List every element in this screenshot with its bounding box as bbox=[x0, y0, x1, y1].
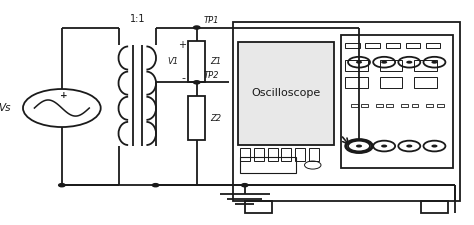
Circle shape bbox=[59, 184, 65, 187]
Text: Z1: Z1 bbox=[210, 57, 221, 66]
Bar bbox=[380, 60, 402, 71]
Text: -: - bbox=[182, 73, 186, 83]
Circle shape bbox=[242, 184, 248, 187]
Bar bbox=[345, 77, 368, 88]
Circle shape bbox=[356, 61, 362, 64]
Text: +: + bbox=[178, 40, 186, 50]
Bar bbox=[411, 104, 419, 107]
Bar bbox=[240, 148, 250, 161]
Bar bbox=[309, 148, 319, 161]
Text: V1: V1 bbox=[168, 57, 179, 66]
Bar bbox=[351, 104, 358, 107]
Bar bbox=[345, 43, 360, 48]
Text: TP2: TP2 bbox=[203, 71, 219, 80]
Text: +: + bbox=[60, 91, 68, 100]
Bar bbox=[295, 148, 305, 161]
Bar bbox=[437, 104, 444, 107]
Bar bbox=[414, 60, 437, 71]
Bar bbox=[281, 148, 292, 161]
Circle shape bbox=[193, 26, 200, 29]
Text: TP1: TP1 bbox=[203, 16, 219, 25]
Circle shape bbox=[431, 144, 438, 148]
Bar bbox=[365, 43, 380, 48]
Bar bbox=[240, 157, 296, 173]
Text: Oscilloscope: Oscilloscope bbox=[251, 88, 320, 99]
Bar bbox=[385, 43, 400, 48]
Bar bbox=[414, 77, 437, 88]
Circle shape bbox=[381, 61, 387, 64]
Bar bbox=[188, 41, 205, 82]
Bar bbox=[386, 104, 393, 107]
Bar bbox=[233, 22, 460, 201]
Text: 1:1: 1:1 bbox=[129, 14, 145, 24]
Bar bbox=[245, 201, 272, 213]
Circle shape bbox=[152, 184, 159, 187]
Bar bbox=[401, 104, 408, 107]
Bar bbox=[238, 42, 334, 145]
Circle shape bbox=[406, 61, 412, 64]
Bar bbox=[380, 77, 402, 88]
Bar bbox=[361, 104, 368, 107]
Circle shape bbox=[406, 144, 412, 148]
Circle shape bbox=[431, 61, 438, 64]
Bar bbox=[188, 96, 205, 140]
Bar bbox=[376, 104, 383, 107]
Text: Vs: Vs bbox=[0, 103, 11, 113]
Circle shape bbox=[381, 144, 387, 148]
Bar bbox=[426, 104, 433, 107]
Text: Z2: Z2 bbox=[210, 114, 221, 123]
Bar bbox=[406, 43, 420, 48]
Bar bbox=[345, 60, 368, 71]
Bar bbox=[341, 35, 453, 168]
Bar bbox=[268, 148, 278, 161]
Bar bbox=[254, 148, 264, 161]
Bar bbox=[421, 201, 448, 213]
Circle shape bbox=[193, 81, 200, 84]
Bar bbox=[426, 43, 440, 48]
Circle shape bbox=[356, 144, 362, 148]
